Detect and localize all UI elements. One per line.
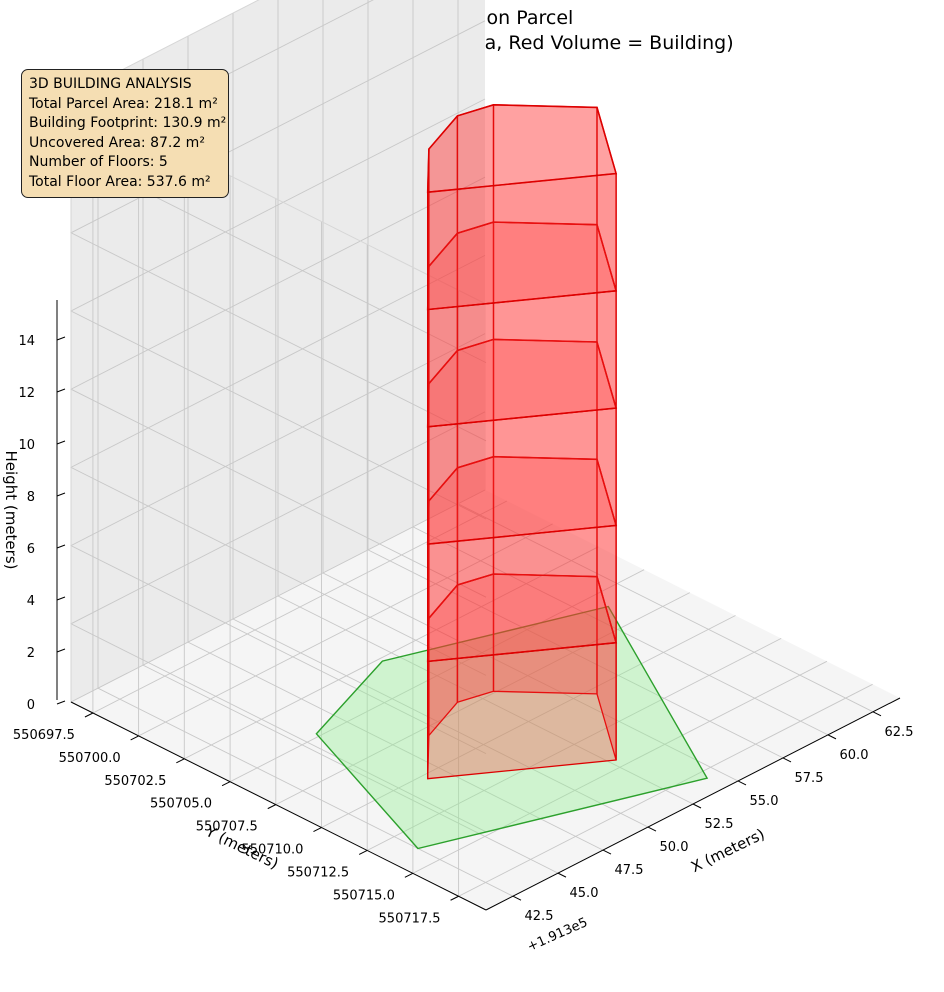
x-tick-label: 55.0 bbox=[750, 794, 779, 809]
z-tick-label: 4 bbox=[27, 594, 35, 609]
info-total-parcel-area: Total Parcel Area: 218.1 m² bbox=[29, 95, 218, 112]
x-tick-label: 47.5 bbox=[615, 863, 644, 878]
z-tick-mark bbox=[56, 596, 66, 601]
x-tick-label: 57.5 bbox=[795, 771, 824, 786]
z-tick-mark bbox=[56, 544, 66, 549]
x-tick-label: 42.5 bbox=[525, 909, 554, 924]
y-tick-label: 550715.0 bbox=[333, 888, 395, 903]
info-total-floor-area: Total Floor Area: 537.6 m² bbox=[29, 173, 211, 190]
y-tick-mark bbox=[176, 758, 185, 764]
floor-wall-face bbox=[427, 642, 617, 780]
building-layer bbox=[426, 103, 618, 780]
z-tick-mark bbox=[56, 648, 66, 653]
x-tick-label: 52.5 bbox=[705, 817, 734, 832]
info-number-of-floors: Number of Floors: 5 bbox=[29, 154, 168, 171]
x-tick-label: 62.5 bbox=[885, 725, 914, 740]
z-tick-label: 0 bbox=[27, 698, 35, 713]
axis-lines bbox=[56, 0, 901, 911]
z-tick-label: 12 bbox=[18, 386, 35, 401]
floor-wall-face bbox=[427, 172, 617, 311]
y-tick-mark bbox=[358, 849, 368, 855]
y-tick-label: 550710.0 bbox=[241, 843, 303, 858]
x-tick-label: 45.0 bbox=[570, 886, 599, 901]
x-tick-mark bbox=[872, 711, 882, 717]
floor-wall-face bbox=[427, 290, 617, 428]
x-axis-label: X (meters) bbox=[688, 825, 768, 876]
grid-lines bbox=[70, 0, 874, 911]
z-axis-label: Height (meters) bbox=[2, 451, 20, 570]
z-tick-label: 8 bbox=[27, 490, 35, 505]
z-tick-label: 6 bbox=[27, 542, 35, 557]
info-uncovered-area: Uncovered Area: 87.2 m² bbox=[29, 134, 205, 151]
info-building-footprint: Building Footprint: 130.9 m² bbox=[29, 115, 227, 132]
tick-labels: 42.545.047.550.052.555.057.560.062.5+1.9… bbox=[13, 334, 914, 955]
y-tick-label: 550700.0 bbox=[59, 751, 121, 766]
y-tick-mark bbox=[130, 735, 139, 741]
y-tick-mark bbox=[84, 712, 94, 718]
analysis-info-box: 3D BUILDING ANALYSIS Total Parcel Area: … bbox=[21, 69, 229, 198]
y-axis-line bbox=[70, 701, 487, 911]
z-tick-mark bbox=[56, 700, 66, 705]
x-tick-mark bbox=[782, 757, 792, 763]
y-tick-mark bbox=[313, 827, 322, 832]
floor-wall-face bbox=[427, 407, 617, 545]
y-tick-label: 550702.5 bbox=[104, 774, 166, 789]
floor-wall-face bbox=[427, 524, 617, 663]
x-tick-mark bbox=[602, 849, 612, 855]
y-tick-label: 550705.0 bbox=[150, 797, 212, 812]
x-tick-mark bbox=[737, 780, 747, 786]
x-tick-mark bbox=[512, 895, 522, 901]
z-tick-mark bbox=[56, 388, 66, 393]
z-tick-mark bbox=[56, 492, 66, 497]
x-tick-mark bbox=[827, 734, 837, 740]
floor-slab-face bbox=[426, 103, 618, 194]
x-tick-label: 60.0 bbox=[840, 748, 869, 763]
x-tick-mark bbox=[557, 872, 567, 878]
parcel-layer bbox=[315, 605, 709, 850]
y-tick-mark bbox=[221, 781, 231, 787]
x-tick-mark bbox=[692, 803, 702, 809]
parcel-polygon bbox=[315, 605, 709, 850]
z-tick-mark bbox=[56, 440, 66, 445]
x-tick-label: 50.0 bbox=[660, 840, 689, 855]
y-tick-mark bbox=[450, 895, 459, 901]
z-tick-mark bbox=[56, 336, 66, 341]
y-tick-label: 550717.5 bbox=[379, 911, 441, 926]
z-tick-label: 14 bbox=[18, 334, 35, 349]
x-tick-mark bbox=[647, 826, 657, 832]
info-heading: 3D BUILDING ANALYSIS bbox=[29, 76, 192, 92]
y-tick-label: 550697.5 bbox=[13, 728, 75, 743]
y-tick-label: 550707.5 bbox=[196, 820, 258, 835]
z-tick-label: 10 bbox=[18, 438, 35, 453]
y-tick-label: 550712.5 bbox=[287, 865, 349, 880]
y-tick-mark bbox=[404, 872, 414, 878]
y-tick-mark bbox=[267, 804, 276, 810]
z-tick-label: 2 bbox=[27, 646, 35, 661]
